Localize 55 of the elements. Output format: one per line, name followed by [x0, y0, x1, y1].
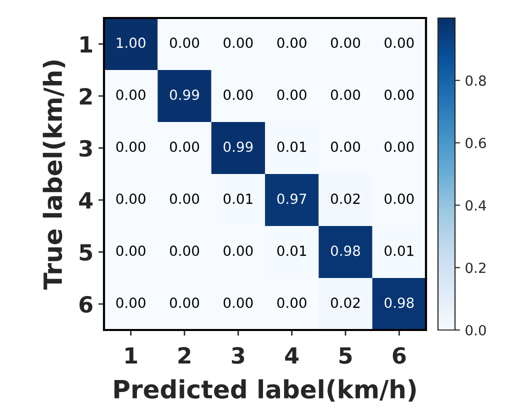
x-axis-title: Predicted label(km/h): [114, 379, 416, 402]
data-label: 1.00: [116, 38, 146, 48]
data-label: 0.00: [170, 298, 200, 308]
x-tick-label: 1: [126, 347, 138, 364]
data-label: 0.00: [384, 38, 414, 48]
data-label: 0.00: [224, 298, 253, 308]
y-axis-title: True label(km/h): [42, 60, 66, 290]
y-tick-label: 6: [80, 296, 92, 313]
data-label: 0.00: [330, 142, 360, 152]
data-label: 0.00: [116, 298, 146, 308]
data-label: 0.02: [330, 298, 360, 308]
data-label: 0.00: [116, 142, 146, 152]
data-label: 0.99: [224, 142, 253, 152]
y-tick-label: 5: [80, 244, 92, 261]
data-label: 0.00: [277, 298, 306, 308]
x-tick-label: 3: [232, 347, 244, 364]
data-label: 0.00: [170, 142, 200, 152]
data-label: 0.02: [330, 194, 360, 204]
data-label: 0.01: [384, 246, 414, 256]
data-label: 0.98: [384, 298, 414, 308]
data-label: 0.00: [224, 246, 253, 256]
y-tick-label: 4: [79, 192, 93, 208]
data-label: 0.01: [224, 194, 252, 204]
data-label: 0.00: [170, 38, 200, 48]
data-label: 0.00: [170, 246, 200, 256]
data-label: 0.00: [384, 90, 414, 100]
data-label: 0.01: [277, 246, 306, 256]
data-label: 0.00: [224, 90, 253, 100]
data-label: 0.00: [330, 38, 360, 48]
data-label: 0.00: [384, 142, 414, 152]
data-label: 0.00: [277, 90, 306, 100]
x-tick-label: 6: [392, 347, 406, 364]
data-label: 0.01: [277, 142, 306, 152]
y-tick-label: 1: [80, 36, 92, 52]
x-tick-label: 2: [178, 347, 190, 364]
data-label: 0.00: [116, 90, 146, 100]
data-label: 0.99: [170, 90, 199, 100]
color-bar-label: 0.6: [466, 138, 486, 148]
color-bar-label: 0.0: [466, 324, 486, 336]
data-label: 0.00: [170, 194, 200, 204]
x-tick-label: 5: [339, 347, 352, 364]
y-tick-label: 3: [80, 140, 92, 157]
data-label: 0.00: [224, 38, 253, 48]
x-tick-label: 4: [285, 347, 299, 364]
data-label: 0.97: [277, 194, 306, 204]
color-bar-label: 0.4: [466, 200, 486, 211]
data-label: 0.00: [116, 194, 146, 204]
data-label: 0.00: [330, 90, 360, 100]
data-label: 0.98: [330, 246, 360, 256]
color-bar-label: 0.8: [466, 75, 486, 86]
data-label: 0.00: [116, 246, 146, 256]
data-label: 0.00: [384, 194, 414, 204]
y-tick-label: 2: [80, 88, 92, 104]
color-bar-label: 0.2: [466, 262, 486, 274]
data-label: 0.00: [277, 38, 306, 48]
